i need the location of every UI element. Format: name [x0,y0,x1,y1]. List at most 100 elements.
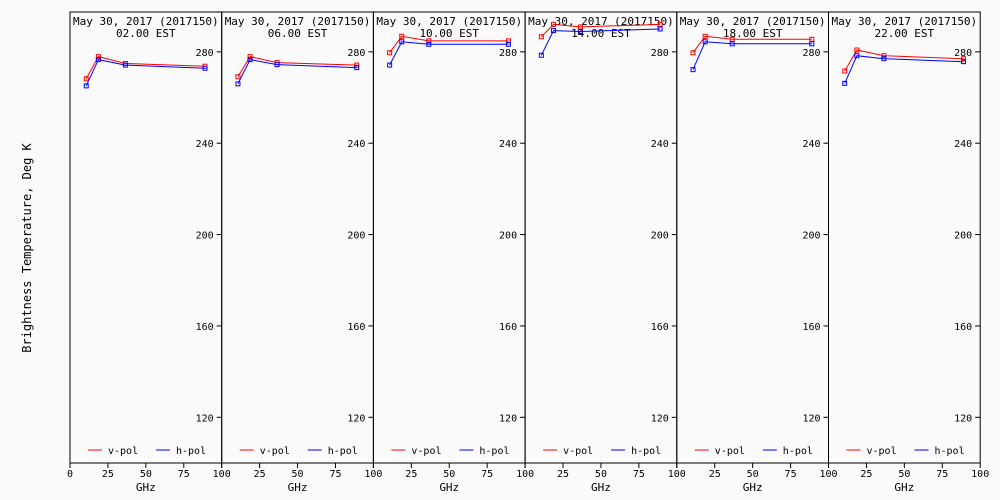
h-pol-point [729,41,735,47]
h-pol-point [202,65,208,71]
x-tick-label: 100 [971,469,989,480]
x-axis-label: GHz [136,481,156,494]
v-pol-line [85,56,206,80]
y-tick-label: 120 [954,413,972,424]
h-pol-point [690,67,696,73]
v-pol-line [540,23,661,38]
y-tick-label: 120 [651,413,669,424]
x-axis-label: GHz [591,481,611,494]
v-pol-point [83,76,89,82]
legend-label-h-pol: h-pol [783,446,813,457]
y-tick-label: 120 [499,413,517,424]
v-pol-point [809,36,815,42]
panel-title-time: 10.00 EST [419,27,479,40]
x-axis-label: GHz [439,481,459,494]
x-axis-label: GHz [743,481,763,494]
v-pol-point [95,54,101,60]
x-tick-label: 50 [595,469,607,480]
v-pol-point [354,62,360,68]
x-tick-label: 50 [140,469,152,480]
legend-label-h-pol: h-pol [935,446,965,457]
h-pol-line [692,41,812,70]
x-tick-label: 75 [633,469,645,480]
v-pol-point [247,54,253,60]
panel-5: May 30, 2017 (2017150)18.00 EST 120 160 200… [676,11,838,494]
panel-4: May 30, 2017 (2017150)14.00 EST120160200… [524,11,686,494]
x-tick-label: 25 [709,469,721,480]
h-pol-point [550,28,556,34]
v-pol-point [426,38,432,44]
y-tick-label: 200 [347,231,365,242]
y-tick-label: 200 [651,231,669,242]
h-pol-point [505,41,511,47]
h-pol-point [122,62,128,68]
x-tick-label: 100 [516,469,534,480]
y-tick-label: 280 [196,48,214,59]
v-pol-point [729,36,735,42]
h-pol-point [387,62,393,68]
x-tick-label: 100 [668,469,686,480]
h-pol-point [354,65,360,71]
h-pol-point [399,39,405,45]
v-pol-point [842,68,848,74]
x-tick-label: 0 [67,469,73,480]
panel-title-date: May 30, 2017 (2017150) [73,15,219,28]
h-pol-point [247,57,253,63]
legend-label-v-pol: v-pol [867,446,897,457]
v-pol-line [237,56,357,77]
v-pol-point [538,34,544,40]
x-tick-label: 50 [747,469,759,480]
panels: May 30, 2017 (2017150)02.00 EST120160200… [67,11,989,494]
y-tick-label: 160 [802,322,820,333]
y-tick-label: 240 [499,139,517,150]
x-tick-label: 25 [254,469,266,480]
y-tick-label: 240 [651,139,669,150]
legend-label-v-pol: v-pol [563,446,593,457]
panel-2: May 30, 2017 (2017150)06.00 EST 120 160 200… [221,11,382,494]
x-axis-label: GHz [288,481,308,494]
x-tick-label: 25 [860,469,872,480]
y-tick-label: 160 [954,322,972,333]
y-tick-label: 120 [802,413,820,424]
x-tick-label: 75 [178,469,190,480]
v-pol-point [387,50,393,56]
panel-title-date: May 30, 2017 (2017150) [376,15,522,28]
y-tick-label: 240 [196,139,214,150]
v-pol-point [550,21,556,27]
y-tick-label: 280 [802,48,820,59]
y-tick-label: 280 [651,48,669,59]
panel-title-time: 18.00 EST [723,27,783,40]
x-tick-label: 100 [213,469,231,480]
h-pol-point [854,53,860,59]
y-tick-label: 200 [802,231,820,242]
legend-label-v-pol: v-pol [715,446,745,457]
x-tick-label: 25 [405,469,417,480]
v-pol-point [854,47,860,53]
h-pol-line [844,55,964,84]
h-pol-point [842,80,848,86]
v-pol-point [399,33,405,39]
y-tick-label: 200 [954,231,972,242]
h-pol-point [577,29,583,35]
panel-3: May 30, 2017 (2017150)10.00 EST 120 160 200… [372,11,534,494]
panel-1: May 30, 2017 (2017150)02.00 EST 120 160 200… [67,11,231,494]
h-pol-point [95,57,101,63]
panel-6: May 30, 2017 (2017150)22.00 EST 120 160 200… [828,11,989,494]
h-pol-point [83,83,89,89]
v-pol-point [881,53,887,59]
y-tick-label: 240 [347,139,365,150]
legend-label-v-pol: v-pol [260,446,290,457]
x-tick-label: 75 [329,469,341,480]
legend-label-h-pol: h-pol [328,446,358,457]
x-tick-label: 75 [481,469,493,480]
h-pol-point [657,26,663,32]
h-pol-line [540,28,661,56]
y-tick-label: 240 [802,139,820,150]
legend-label-v-pol: v-pol [411,446,441,457]
y-tick-label: 200 [196,231,214,242]
panel-title-time: 02.00 EST [116,27,176,40]
v-pol-point [235,74,241,80]
x-axis-label: GHz [894,481,914,494]
legend-label-v-pol: v-pol [108,446,138,457]
